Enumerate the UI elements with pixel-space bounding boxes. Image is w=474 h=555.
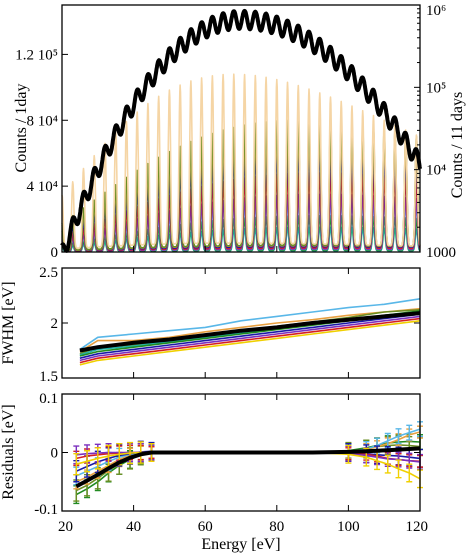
spectrum-line-0 [60,8,422,253]
x-tick-label-2: 60 [198,519,213,535]
fwhm-series [79,298,421,366]
fwhm-ytick-label-2: 2.5 [39,265,58,281]
residual-errorbar [127,441,134,465]
residuals-ticks: -0.1 0 0.1 20 40 60 80 100 120 [34,391,428,535]
spectrum-y2tick-label-1: 10⁴ [426,163,446,179]
residual-errorbar [395,428,402,445]
spectrum-y2label: Counts / 11 days [449,92,466,199]
fwhm-line-7 [79,317,421,364]
spectrum-y2tick-label-0: 1000 [426,245,456,261]
fwhm-line-8 [79,320,421,366]
fwhm-line-9 [79,311,421,353]
spectrum-ylabel: Counts / 1day [13,84,30,173]
x-axis-label: Energy [eV] [201,536,280,553]
fwhm-ticks: 1.5 2 2.5 [39,265,421,385]
x-tick-label-0: 20 [58,519,73,535]
spectrum-y2tick-label-2: 10⁵ [426,80,446,96]
residual-errorbar [406,463,413,483]
x-tick-label-3: 80 [269,519,284,535]
fwhm-ylabel: FWHM [eV] [0,281,17,364]
fwhm-line-0 [79,298,421,351]
fwhm-panel: 1.5 2 2.5 FWHM [eV] [0,265,421,385]
fwhm-line-5 [79,313,421,359]
residual-errorbar [345,444,352,464]
spectrum-line-1 [61,73,421,250]
spectrum-ytick-label-2: 8 10⁴ [27,113,58,129]
spectrum-frame [61,4,421,253]
spectrum-panel: 0 4 10⁴ 8 10⁴ 1.2 10⁵ 1000 10⁴ 10⁵ 10⁶ Counts /… [13,3,466,261]
x-tick-label-1: 40 [126,519,141,535]
fwhm-ytick-label-1: 2 [51,316,59,332]
residual-errorbar [395,459,402,479]
residuals-panel: -0.1 0 0.1 20 40 60 80 100 120 Residuals [eV] En… [0,391,428,553]
residuals-ytick-label-2: 0.1 [39,391,58,407]
residual-errorbar [406,424,413,441]
fwhm-line-1 [79,307,421,353]
residual-errorbar [73,452,80,476]
residual-errorbar [94,447,101,470]
spectrum-y2tick-label-3: 10⁶ [426,3,446,19]
residual-errorbar [84,450,91,473]
residual-line-0 [75,446,421,489]
residuals-ytick-label-0: -0.1 [34,502,58,518]
residuals-ylabel: Residuals [eV] [0,404,17,500]
residuals-ytick-label-1: 0 [51,446,59,462]
spectrum-series [60,8,422,253]
spectrum-ytick-label-3: 1.2 10⁵ [15,47,58,63]
fwhm-ytick-label-0: 1.5 [39,369,58,385]
spectrum-ticks: 0 4 10⁴ 8 10⁴ 1.2 10⁵ 1000 10⁴ 10⁵ 10⁶ [15,3,456,261]
spectrum-ytick-label-0: 0 [51,245,59,261]
spectrum-ytick-label-1: 4 10⁴ [27,179,58,195]
residual-errorbar [384,454,391,474]
residuals-series [73,421,423,505]
x-tick-label-5: 120 [406,519,429,535]
x-tick-label-4: 100 [337,519,360,535]
fwhm-line-6 [79,315,421,362]
